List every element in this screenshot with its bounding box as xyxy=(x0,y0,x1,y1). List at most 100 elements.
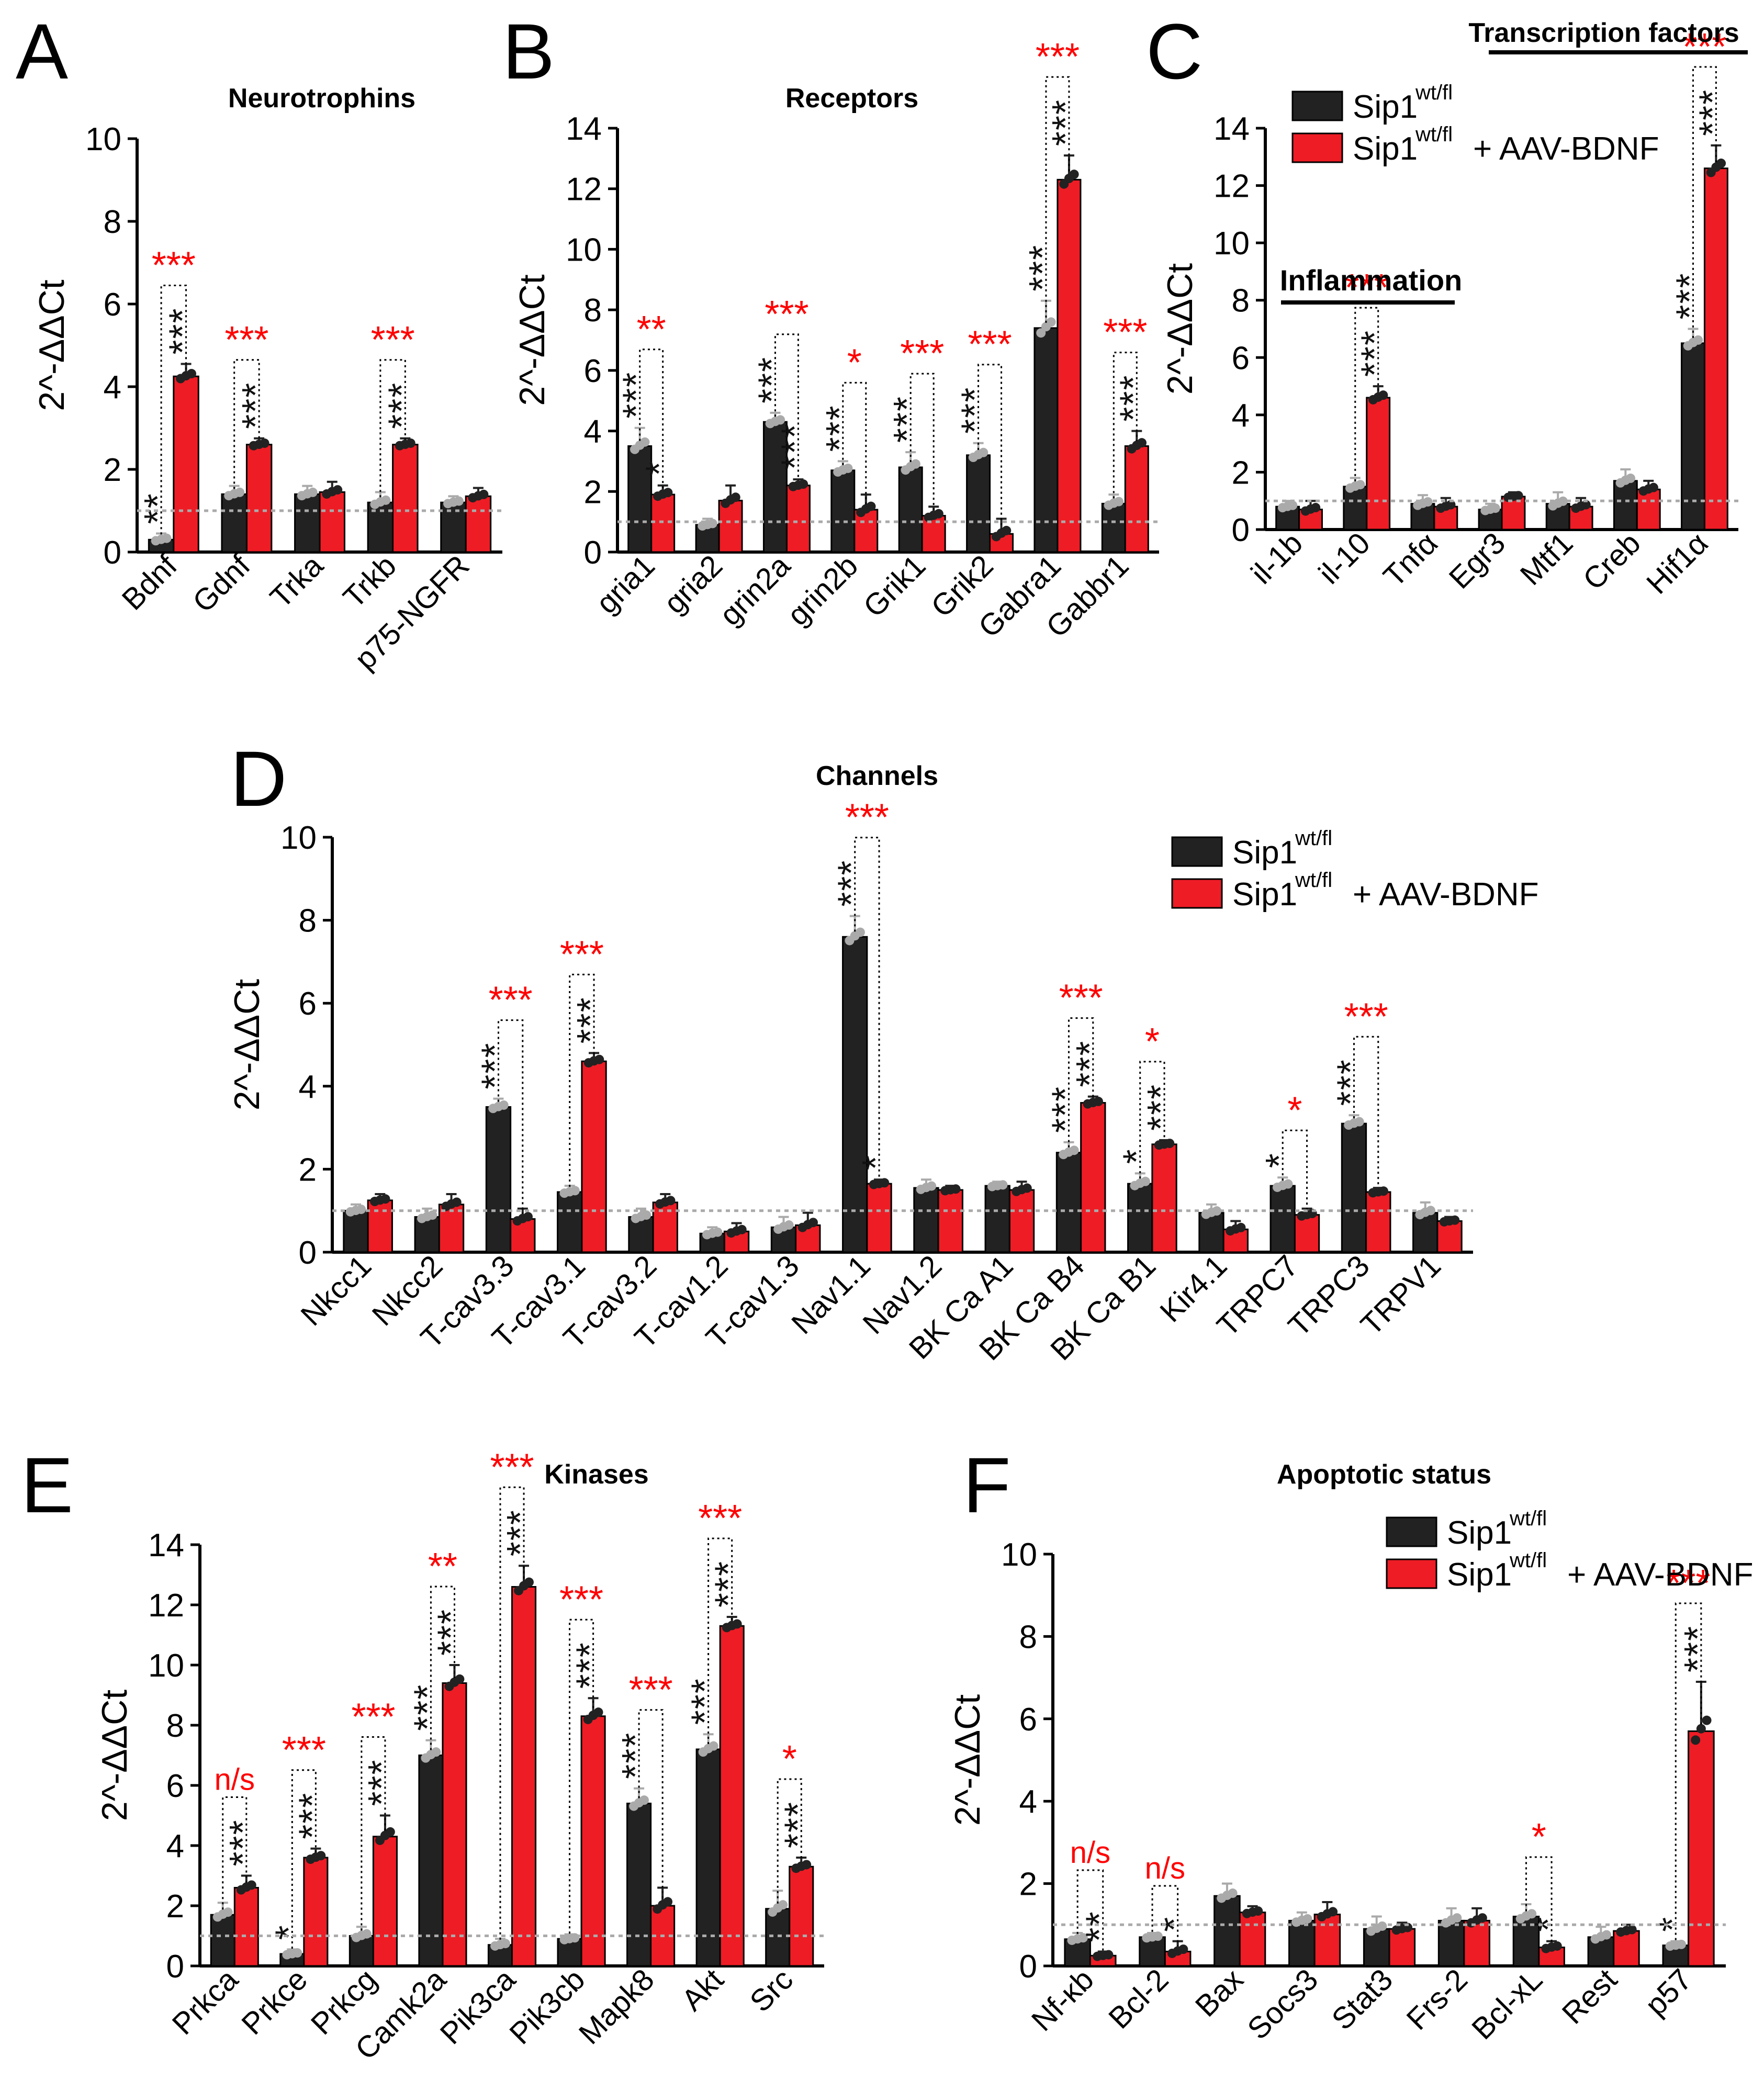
comparison-bracket xyxy=(1076,1869,1104,1951)
data-point xyxy=(1696,1724,1706,1734)
comparison-bracket xyxy=(222,1796,248,1910)
comparison-label: *** xyxy=(765,294,808,335)
data-point xyxy=(1253,1906,1263,1916)
data-point xyxy=(1140,1176,1150,1186)
significance-mark: *** xyxy=(751,356,793,403)
bar-control-Creb xyxy=(1613,480,1638,531)
data-point xyxy=(1355,480,1365,490)
legend-swatch-control xyxy=(1171,836,1223,867)
panel-f: F Apoptotic status02468102^-ΔΔCtNf-κb**n/… xyxy=(948,1441,1753,2046)
significance-mark: ** xyxy=(1079,1910,1121,1942)
bar-treated-gria2 xyxy=(718,500,743,553)
category-label: Mapk8 xyxy=(572,1962,661,2051)
bar-control-grin2b xyxy=(830,469,856,553)
significance-mark: *** xyxy=(831,860,873,907)
data-point xyxy=(499,1100,509,1110)
bar-treated-Prkca xyxy=(233,1887,259,1967)
data-point xyxy=(951,1184,961,1194)
comparison-label: n/s xyxy=(1070,1836,1110,1870)
comparison-label: * xyxy=(1145,1021,1160,1063)
significance-mark: *** xyxy=(474,1042,516,1089)
data-point xyxy=(732,1619,742,1629)
data-point xyxy=(1691,1735,1701,1745)
category-label: Creb xyxy=(1577,526,1647,597)
bar-control-Nkcc1 xyxy=(343,1210,369,1253)
comparison-bracket xyxy=(854,837,880,1179)
bar-treated-Rest xyxy=(1613,1930,1640,1967)
bar-treated-BK Ca A1 xyxy=(1008,1189,1035,1253)
y-tick-label: 6 xyxy=(299,986,317,1022)
legend-sup-treated: wt/fl xyxy=(1415,123,1453,146)
comparison-label: *** xyxy=(1344,996,1388,1038)
significance-mark: *** xyxy=(381,382,423,429)
y-tick-label: 2 xyxy=(584,474,602,510)
bar-control-Prkca xyxy=(210,1914,235,1967)
significance-mark: *** xyxy=(684,1678,726,1725)
y-tick-label: 0 xyxy=(299,1235,317,1271)
comparison-bracket xyxy=(569,1618,594,1934)
bar-treated-Grik1 xyxy=(921,515,946,553)
comparison-bracket xyxy=(1354,307,1379,481)
bar-treated-Nav1.1 xyxy=(866,1183,892,1253)
y-tick-label: 4 xyxy=(299,1069,317,1105)
y-tick-label: 8 xyxy=(166,1708,184,1744)
comparison-label: ** xyxy=(637,309,666,351)
y-axis-label: 2^-ΔΔCt xyxy=(227,979,267,1110)
data-point xyxy=(385,1827,395,1837)
y-tick-label: 10 xyxy=(1001,1537,1037,1573)
comparison-label: * xyxy=(1532,1816,1546,1858)
significance-mark: *** xyxy=(407,1684,448,1731)
y-tick-label: 0 xyxy=(166,1949,184,1985)
data-point xyxy=(640,437,650,447)
y-tick-label: 0 xyxy=(1019,1949,1037,1985)
data-point xyxy=(1490,503,1500,513)
data-point xyxy=(1069,170,1079,179)
category-label: p57 xyxy=(1638,1962,1698,2022)
bar-treated-TRPV1 xyxy=(1436,1220,1463,1253)
y-tick-label: 10 xyxy=(1214,226,1250,262)
y-tick-label: 6 xyxy=(166,1768,184,1804)
y-tick-label: 2 xyxy=(299,1152,317,1188)
data-point xyxy=(293,1948,302,1958)
category-label: Gdnf xyxy=(186,548,257,620)
data-point xyxy=(880,1178,890,1188)
comparison-label: *** xyxy=(845,797,889,839)
category-label: Egr3 xyxy=(1443,526,1512,595)
bar-control-Nkcc2 xyxy=(414,1216,440,1253)
panel-letter: A xyxy=(16,7,68,95)
comparison-label: *** xyxy=(224,319,268,361)
bar-treated-Stat3 xyxy=(1388,1928,1416,1967)
data-point xyxy=(1581,500,1591,510)
data-point xyxy=(1036,328,1046,338)
category-label: Hif1α xyxy=(1640,526,1715,601)
data-point xyxy=(663,488,673,498)
bar-control-Nav1.2 xyxy=(913,1187,939,1253)
legend-swatch-treated xyxy=(1386,1558,1437,1589)
y-axis-label: 2^-ΔΔCt xyxy=(95,1690,134,1821)
y-tick-label: 10 xyxy=(85,121,121,158)
data-point xyxy=(1676,1939,1686,1949)
comparison-label: n/s xyxy=(1145,1851,1185,1885)
data-point xyxy=(1236,1222,1246,1232)
data-point xyxy=(1178,1944,1188,1954)
significance-mark: * xyxy=(639,460,681,476)
data-point xyxy=(776,415,785,425)
data-point xyxy=(246,1880,256,1890)
data-point xyxy=(778,1900,788,1910)
data-point xyxy=(500,1939,510,1949)
bar-control-Grik2 xyxy=(966,454,991,553)
comparison-bracket xyxy=(361,1736,386,1931)
data-point xyxy=(260,438,269,448)
comparison-label: n/s xyxy=(215,1763,255,1797)
legend-sup-treated: wt/fl xyxy=(1509,1549,1547,1572)
bar-control-Gdnf xyxy=(221,493,248,553)
data-point xyxy=(428,1210,437,1220)
y-tick-label: 8 xyxy=(104,204,121,240)
bar-control-Frs-2 xyxy=(1437,1919,1465,1967)
bar-control-T-cav3.1 xyxy=(557,1191,583,1253)
legend-label-treated: Sip1 xyxy=(1353,131,1418,167)
legend-sup-control: wt/fl xyxy=(1415,81,1453,104)
significance-mark: *** xyxy=(819,404,861,452)
panel-letter: D xyxy=(230,735,287,823)
